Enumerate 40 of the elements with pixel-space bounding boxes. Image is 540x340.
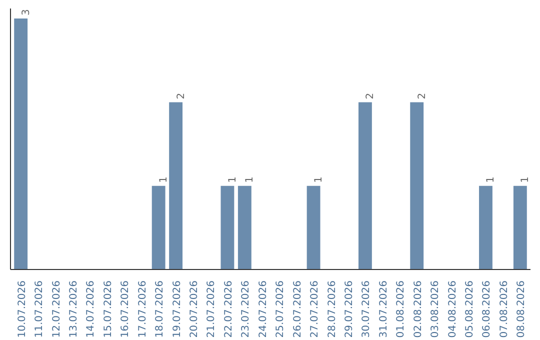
x-tick-label: 31.07.2026: [378, 280, 390, 338]
data-label: 3: [20, 9, 32, 16]
data-label: 1: [520, 176, 532, 183]
data-label: 1: [244, 176, 256, 183]
data-label: 1: [158, 176, 170, 183]
x-tick-label: 11.07.2026: [34, 280, 46, 338]
x-tick-label: 10.07.2026: [16, 280, 28, 338]
data-label: 2: [176, 92, 187, 100]
x-tick-label: 12.07.2026: [51, 280, 62, 338]
x-tick-label: 21.07.2026: [206, 280, 218, 338]
data-label: 2: [365, 92, 376, 100]
x-tick-label: 06.08.2026: [482, 280, 493, 338]
x-tick-label: 27.07.2026: [310, 280, 321, 338]
x-tick-label: 20.07.2026: [189, 280, 200, 338]
x-tick-label: 29.07.2026: [344, 280, 355, 338]
data-label: 2: [416, 92, 428, 100]
x-tick-label: 17.07.2026: [137, 280, 148, 338]
x-tick-label: 03.08.2026: [430, 280, 442, 338]
data-label: 1: [227, 176, 238, 183]
data-label: 1: [314, 176, 325, 183]
x-tick-label: 22.07.2026: [223, 280, 234, 338]
x-tick-label: 15.07.2026: [102, 280, 114, 338]
x-tick-label: 13.07.2026: [68, 280, 80, 338]
x-tick-label: 14.07.2026: [86, 280, 97, 338]
data-label: 1: [486, 176, 497, 183]
x-tick-label: 01.08.2026: [396, 280, 407, 338]
x-tick-label: 19.07.2026: [172, 280, 183, 338]
x-tick-label: 02.08.2026: [412, 280, 424, 338]
x-tick-label: 23.07.2026: [240, 280, 252, 338]
x-tick-label: 08.08.2026: [516, 280, 528, 338]
x-tick-label: 26.07.2026: [292, 280, 304, 338]
x-tick-label: 30.07.2026: [361, 280, 372, 338]
x-tick-label: 24.07.2026: [258, 280, 269, 338]
x-tick-label: 16.07.2026: [120, 280, 132, 338]
x-tick-label: 25.07.2026: [275, 280, 286, 338]
x-tick-label: 05.08.2026: [464, 280, 476, 338]
x-tick-label: 07.08.2026: [498, 280, 510, 338]
x-tick-label: 18.07.2026: [154, 280, 166, 338]
x-tick-label: 28.07.2026: [326, 280, 338, 338]
x-tick-label: 04.08.2026: [447, 280, 458, 338]
